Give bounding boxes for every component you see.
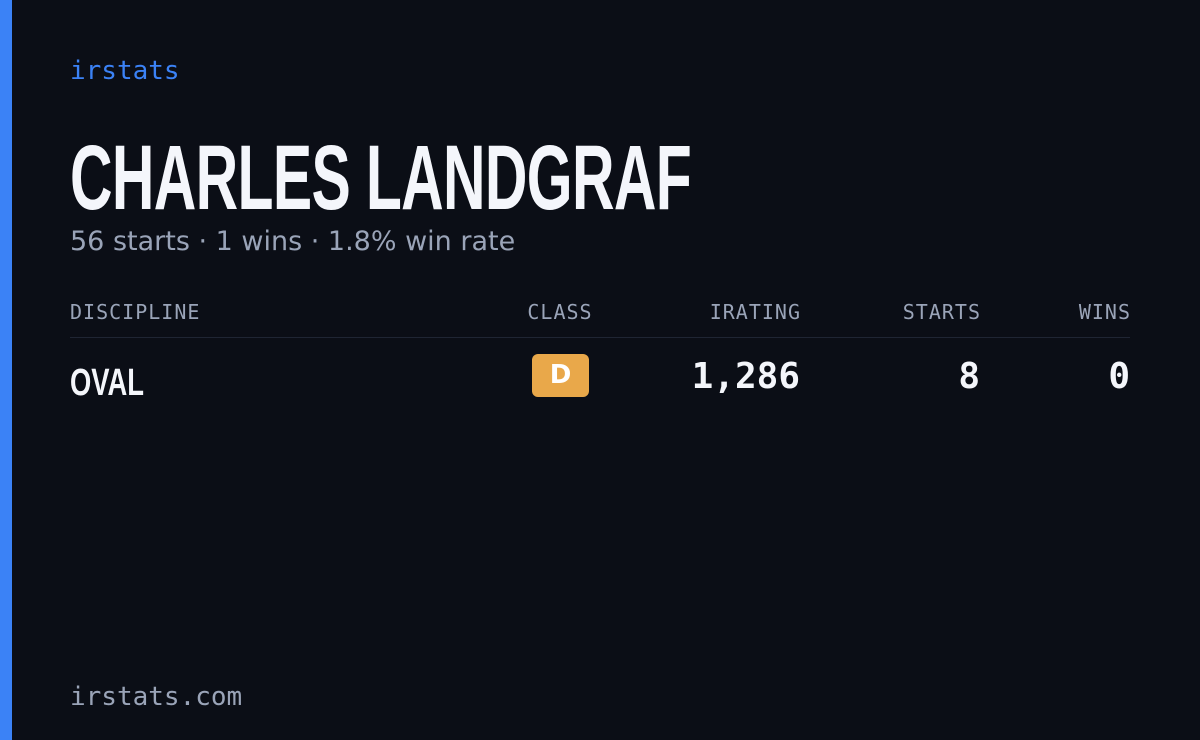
footer-link[interactable]: irstats.com — [70, 682, 243, 712]
column-header: IRATING — [709, 300, 801, 324]
brand: irstats — [70, 56, 180, 86]
column-header: STARTS — [902, 300, 981, 324]
accent-bar — [0, 0, 12, 740]
column-header: WINS — [1078, 300, 1131, 324]
column-header: DISCIPLINE — [70, 300, 201, 324]
driver-name: CHARLES LANDGRAF — [70, 127, 692, 229]
class-badge: D — [532, 354, 589, 397]
starts: 8 — [958, 356, 980, 397]
wins: 0 — [1108, 356, 1130, 397]
header-rule — [70, 337, 1130, 338]
summary: 56 starts · 1 wins · 1.8% win rate — [70, 226, 516, 257]
irating: 1,286 — [691, 356, 800, 397]
discipline: OVAL — [70, 362, 144, 404]
column-header: CLASS — [527, 300, 593, 324]
